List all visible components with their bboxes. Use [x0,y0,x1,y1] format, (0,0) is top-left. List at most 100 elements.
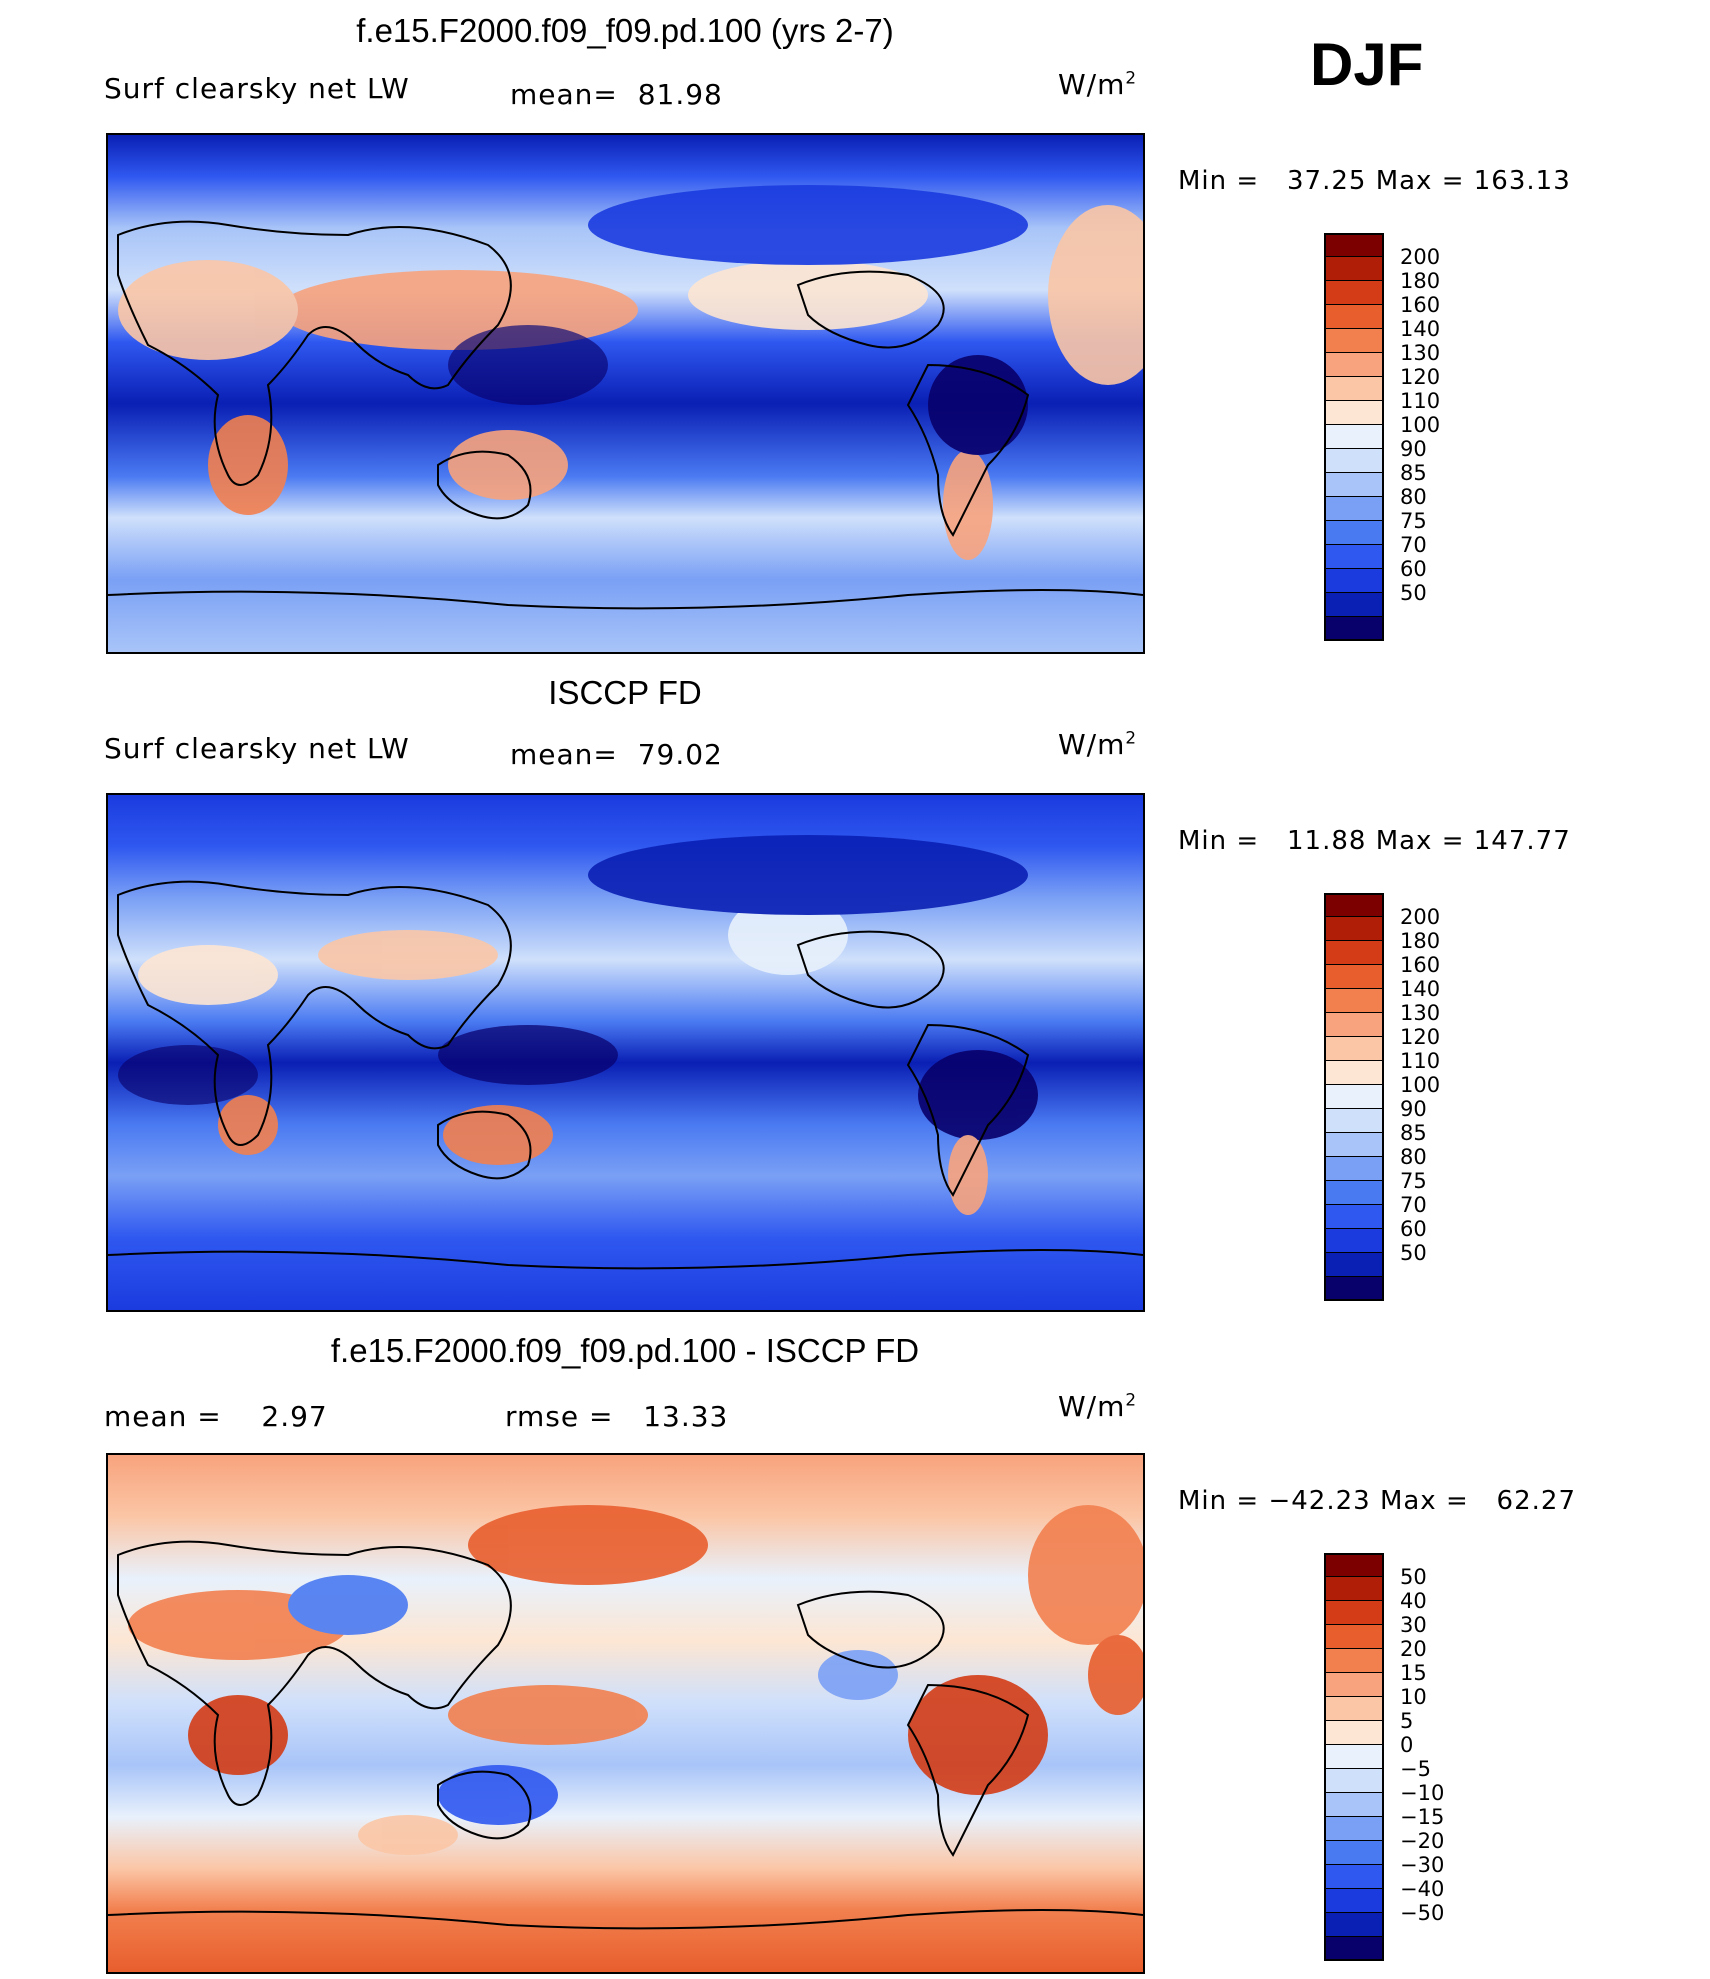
colorbar-2-swatch [1324,1181,1384,1205]
panel-1-units: W/m2 [1058,68,1137,101]
colorbar-2-frame [1324,893,1384,1301]
panel-2-minmax: Min = 11.88 Max = 147.77 [1178,826,1571,856]
colorbar-1-tick-label: 85 [1400,461,1427,485]
colorbar-1-tick-label: 120 [1400,365,1441,389]
panel-2-max-value: 147.77 [1473,826,1571,856]
colorbar-3-swatch [1324,1601,1384,1625]
colorbar-1-swatch [1324,377,1384,401]
panel-1-map-svg [108,135,1143,652]
colorbar-1-tick-label: 60 [1400,557,1427,581]
colorbar-1-swatch [1324,545,1384,569]
colorbar-3-swatch [1324,1577,1384,1601]
panel-3-max-value: 62.27 [1496,1486,1576,1516]
panel-3-colorbar: 50 40 30 20 15 10 5 0 −5 −10 −15 −20 −30 −40 −50 [1324,1553,1484,1961]
colorbar-1-swatch [1324,425,1384,449]
colorbar-2-tick-label: 80 [1400,1145,1427,1169]
colorbar-3-tick-label: 0 [1400,1733,1414,1757]
colorbar-3-swatch [1324,1697,1384,1721]
colorbar-3-tick-label: −50 [1400,1901,1445,1925]
colorbar-2-swatch [1324,1205,1384,1229]
colorbar-2-swatch [1324,1061,1384,1085]
panel-3-rmse: rmse = 13.33 [505,1400,728,1433]
colorbar-2-swatch [1324,1253,1384,1277]
panel-3-mean-label: mean = [104,1400,222,1433]
colorbar-1-swatch [1324,353,1384,377]
colorbar-3-tick-label: −10 [1400,1781,1445,1805]
colorbar-2-tick-label: 100 [1400,1073,1441,1097]
panel-1-units-exp: 2 [1125,67,1138,88]
colorbar-2-swatch [1324,893,1384,917]
panel-1-max-value: 163.13 [1473,166,1571,196]
panel-3-mean: mean = 2.97 [104,1400,328,1433]
panel-1-mean-value: 81.98 [637,78,723,111]
colorbar-3-swatch [1324,1625,1384,1649]
colorbar-3-tick-label: −20 [1400,1829,1445,1853]
colorbar-3-swatch [1324,1745,1384,1769]
colorbar-2-swatch [1324,989,1384,1013]
panel-2-min-value: 11.88 [1286,826,1367,856]
colorbar-3-swatch [1324,1865,1384,1889]
colorbar-3-swatch [1324,1673,1384,1697]
colorbar-3-swatch [1324,1793,1384,1817]
colorbar-2-swatch [1324,917,1384,941]
panel-3-min-value: −42.23 [1268,1486,1371,1516]
panel-1-max-label: Max = [1375,166,1465,196]
panel-2-map [106,793,1145,1312]
panel-1-coastlines [108,220,1143,610]
colorbar-1-swatch [1324,521,1384,545]
colorbar-3-swatch [1324,1769,1384,1793]
panel-3-rmse-value: 13.33 [643,1400,729,1433]
panel-3-units: W/m2 [1058,1390,1137,1423]
panel-2-features [118,835,1038,1215]
colorbar-1-swatch [1324,593,1384,617]
panel-2-units-base: W/m [1058,728,1126,761]
colorbar-2-swatch [1324,1013,1384,1037]
colorbar-1-tick-label: 180 [1400,269,1441,293]
panel-2-mean-value: 79.02 [637,738,723,771]
colorbar-1-swatch [1324,281,1384,305]
colorbar-1-tick-label: 80 [1400,485,1427,509]
panel-1-left-label: Surf clearsky net LW [104,72,410,105]
panel-3-minmax: Min = −42.23 Max = 62.27 [1178,1486,1576,1516]
colorbar-3-tick-label: 20 [1400,1637,1427,1661]
colorbar-2-tick-label: 160 [1400,953,1441,977]
colorbar-3-swatch [1324,1721,1384,1745]
colorbar-3-tick-label: 30 [1400,1613,1427,1637]
colorbar-3-tick-label: −5 [1400,1757,1431,1781]
colorbar-2-tick-label: 180 [1400,929,1441,953]
colorbar-2-swatch [1324,941,1384,965]
colorbar-1-tick-label: 140 [1400,317,1441,341]
colorbar-2-swatch [1324,1133,1384,1157]
colorbar-1-tick-label: 75 [1400,509,1427,533]
panel-2-units: W/m2 [1058,728,1137,761]
panel-3-rmse-label: rmse = [505,1400,614,1433]
colorbar-2-tick-label: 140 [1400,977,1441,1001]
panel-2-mean-label: mean= [510,738,618,771]
colorbar-1-tick-label: 100 [1400,413,1441,437]
colorbar-1-tick-label: 110 [1400,389,1441,413]
colorbar-3-swatch [1324,1841,1384,1865]
colorbar-3-swatch [1324,1817,1384,1841]
colorbar-1-frame [1324,233,1384,641]
colorbar-2-tick-label: 120 [1400,1025,1441,1049]
panel-2-map-svg [108,795,1143,1310]
colorbar-2-swatch [1324,1157,1384,1181]
colorbar-1-swatch [1324,305,1384,329]
colorbar-3-tick-label: −40 [1400,1877,1445,1901]
colorbar-1-tick-label: 70 [1400,533,1427,557]
panel-3-units-base: W/m [1058,1390,1126,1423]
panel-3-title: f.e15.F2000.f09_f09.pd.100 - ISCCP FD [330,1332,920,1369]
colorbar-1-swatch [1324,329,1384,353]
colorbar-2-tick-label: 50 [1400,1241,1427,1265]
colorbar-1-tick-label: 200 [1400,245,1441,269]
colorbar-2-swatch [1324,1085,1384,1109]
colorbar-2-tick-label: 200 [1400,905,1441,929]
panel-3-max-label: Max = [1379,1486,1469,1516]
colorbar-3-tick-label: 15 [1400,1661,1427,1685]
panel-2-coastlines [108,880,1143,1270]
colorbar-1-swatch [1324,233,1384,257]
colorbar-3-swatch [1324,1889,1384,1913]
panel-2-colorbar: 200 180 160 140 130 120 110 100 90 85 80 75 70 60 50 [1324,893,1484,1301]
colorbar-3-swatch [1324,1913,1384,1937]
panel-1-min-label: Min = [1178,166,1260,196]
